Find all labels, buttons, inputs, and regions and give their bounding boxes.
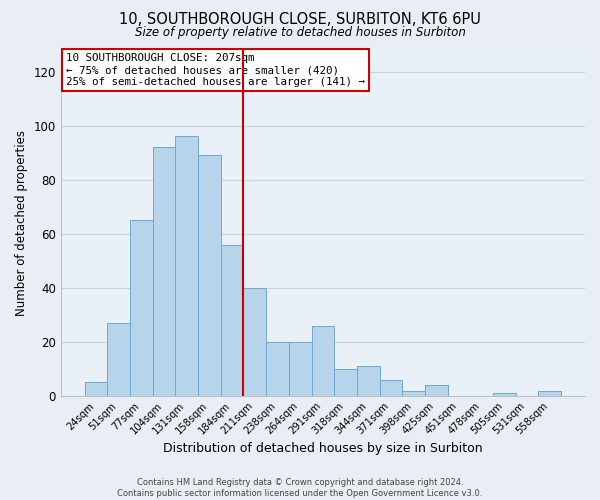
Bar: [334, 369, 357, 396]
Text: Size of property relative to detached houses in Surbiton: Size of property relative to detached ho…: [134, 26, 466, 39]
Bar: [266, 342, 289, 396]
Text: Contains HM Land Registry data © Crown copyright and database right 2024.
Contai: Contains HM Land Registry data © Crown c…: [118, 478, 482, 498]
Text: 10 SOUTHBOROUGH CLOSE: 207sqm
← 75% of detached houses are smaller (420)
25% of : 10 SOUTHBOROUGH CLOSE: 207sqm ← 75% of d…: [66, 54, 365, 86]
Bar: [493, 394, 516, 396]
Bar: [152, 148, 175, 396]
Bar: [130, 220, 152, 396]
Bar: [198, 156, 221, 396]
Bar: [175, 136, 198, 396]
X-axis label: Distribution of detached houses by size in Surbiton: Distribution of detached houses by size …: [163, 442, 483, 455]
Bar: [221, 244, 244, 396]
Bar: [311, 326, 334, 396]
Text: 10, SOUTHBOROUGH CLOSE, SURBITON, KT6 6PU: 10, SOUTHBOROUGH CLOSE, SURBITON, KT6 6P…: [119, 12, 481, 28]
Bar: [244, 288, 266, 396]
Bar: [289, 342, 311, 396]
Bar: [357, 366, 380, 396]
Y-axis label: Number of detached properties: Number of detached properties: [15, 130, 28, 316]
Bar: [107, 323, 130, 396]
Bar: [380, 380, 403, 396]
Bar: [85, 382, 107, 396]
Bar: [403, 390, 425, 396]
Bar: [538, 390, 561, 396]
Bar: [425, 385, 448, 396]
